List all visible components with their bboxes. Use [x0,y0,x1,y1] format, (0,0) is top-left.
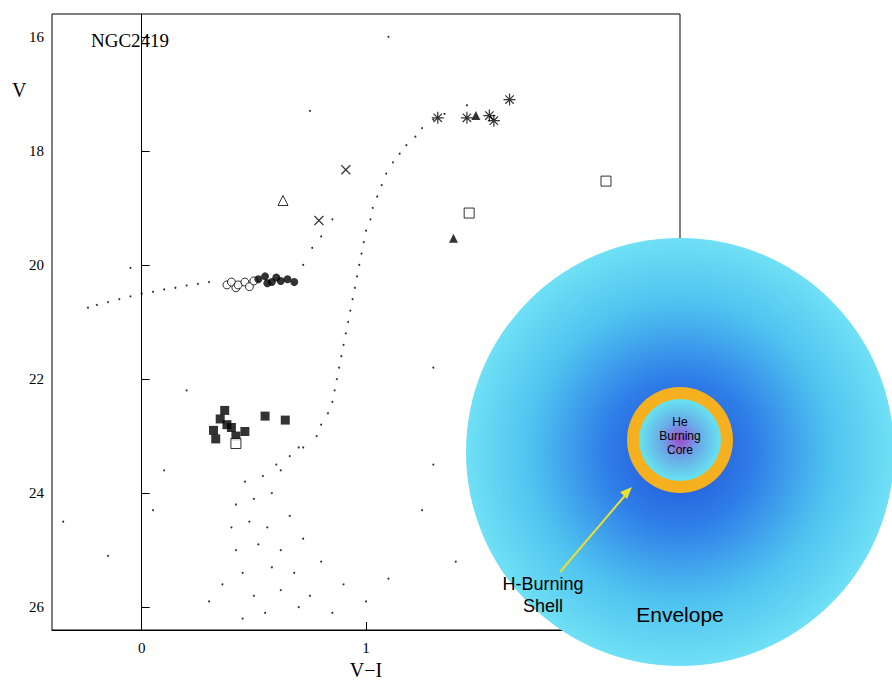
svg-text:He: He [672,415,688,429]
svg-text:1: 1 [362,640,370,656]
svg-text:Core: Core [667,443,693,457]
svg-text:22: 22 [29,371,44,387]
svg-text:Envelope: Envelope [636,603,724,626]
svg-text:V: V [12,79,27,101]
svg-text:NGC2419: NGC2419 [91,30,169,51]
svg-text:26: 26 [29,599,45,615]
svg-text:V−I: V−I [350,659,382,681]
svg-text:H-Burning: H-Burning [502,574,583,594]
svg-text:24: 24 [29,485,45,501]
svg-text:Shell: Shell [523,596,563,616]
svg-text:18: 18 [29,143,44,159]
svg-text:Burning: Burning [659,429,700,443]
svg-text:16: 16 [29,29,45,45]
svg-text:0: 0 [138,640,146,656]
svg-text:20: 20 [29,257,44,273]
